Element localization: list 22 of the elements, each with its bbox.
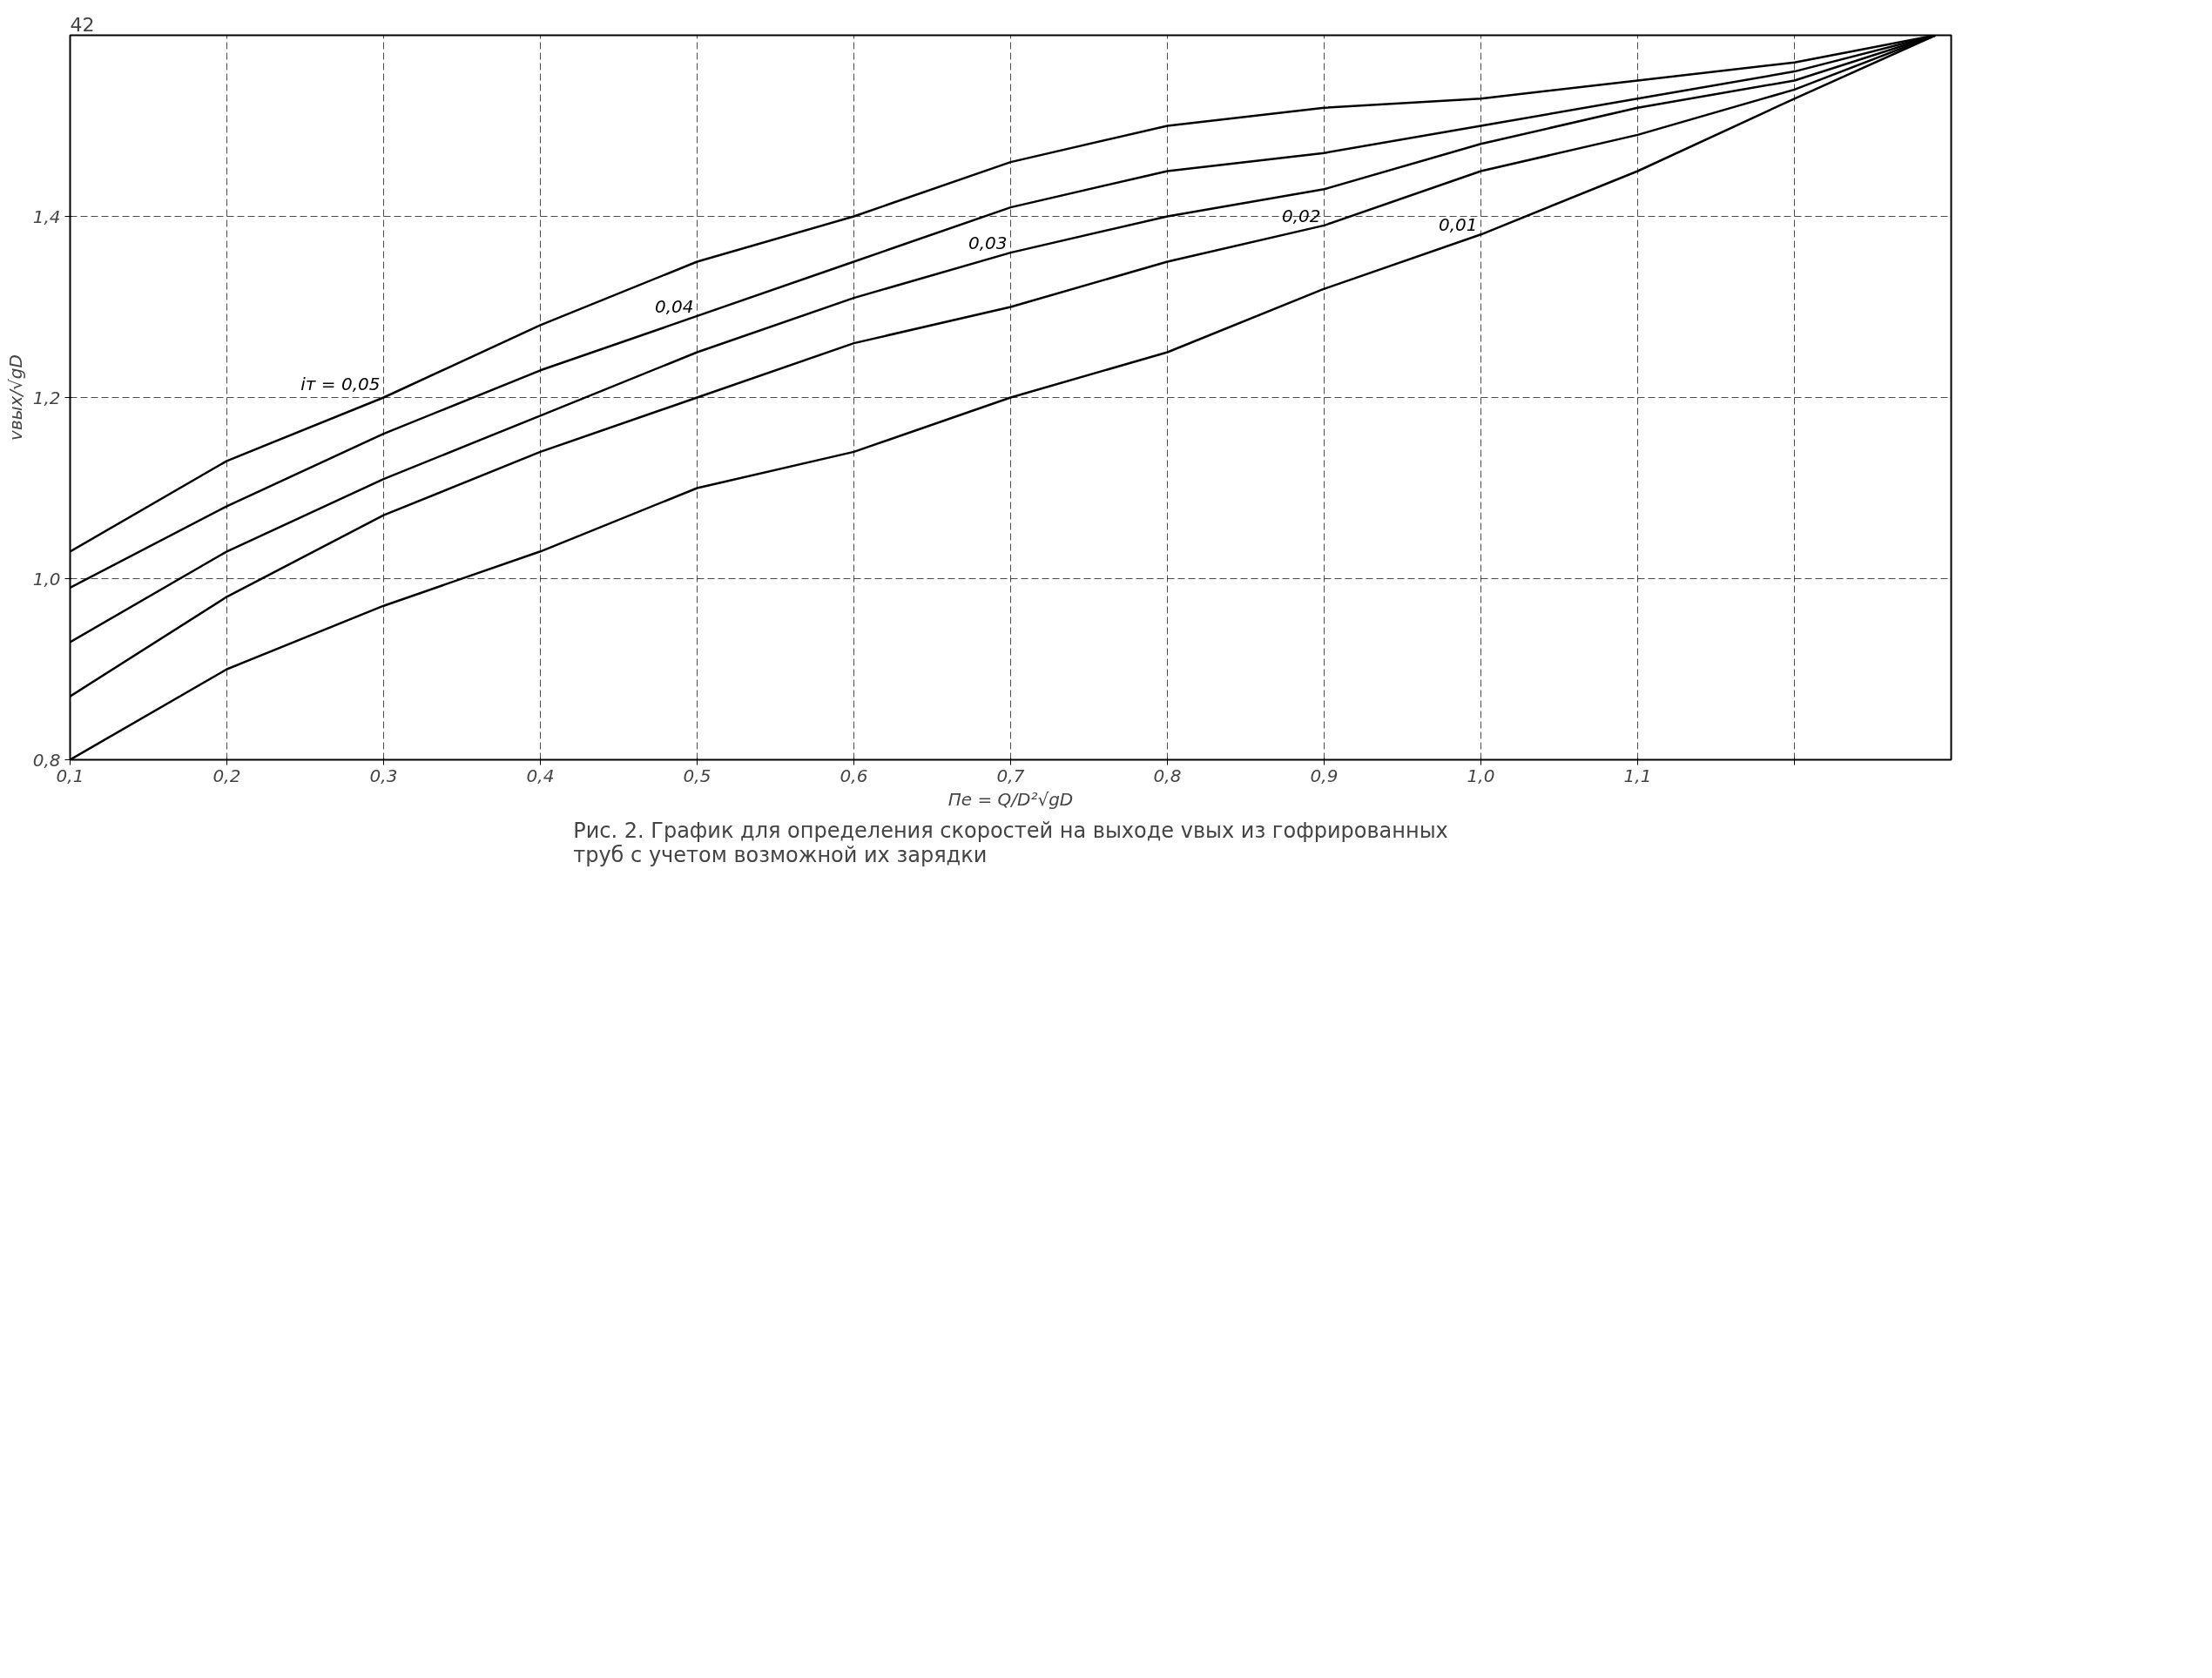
series-label: 0,03 [968,232,1008,254]
x-tick-label: 0,4 [526,765,555,786]
series-label: iт = 0,05 [300,373,381,394]
x-tick-label: 0,6 [840,765,868,786]
x-axis-title: Пе = Q/D²√gD [948,788,1074,810]
text: Рис. 2. График для определения скоростей на выходе vвых из гофрированных труб с учетом возможной их зарядки [573,818,1448,867]
y-tick-label: 1,0 [32,568,61,590]
x-tick-label: 0,3 [369,765,398,786]
x-tick-label: 1,0 [1467,765,1495,786]
y-tick-label: 0,8 [32,749,61,771]
series-label: 0,04 [654,295,694,317]
x-tick-label: 0,7 [996,765,1025,786]
x-tick-label: 0,8 [1153,765,1182,786]
series-label: 0,01 [1438,214,1478,236]
y-tick-label: 1,4 [32,206,61,227]
x-tick-label: 1,1 [1623,765,1652,786]
annotation: 42 [70,13,95,36]
y-tick-label: 1,2 [32,387,61,408]
x-tick-label: 0,5 [683,765,711,786]
x-tick-label: 0,2 [212,765,241,786]
x-tick-label: 0,9 [1310,765,1339,786]
y-axis-title: vвых/√gD [4,354,26,441]
